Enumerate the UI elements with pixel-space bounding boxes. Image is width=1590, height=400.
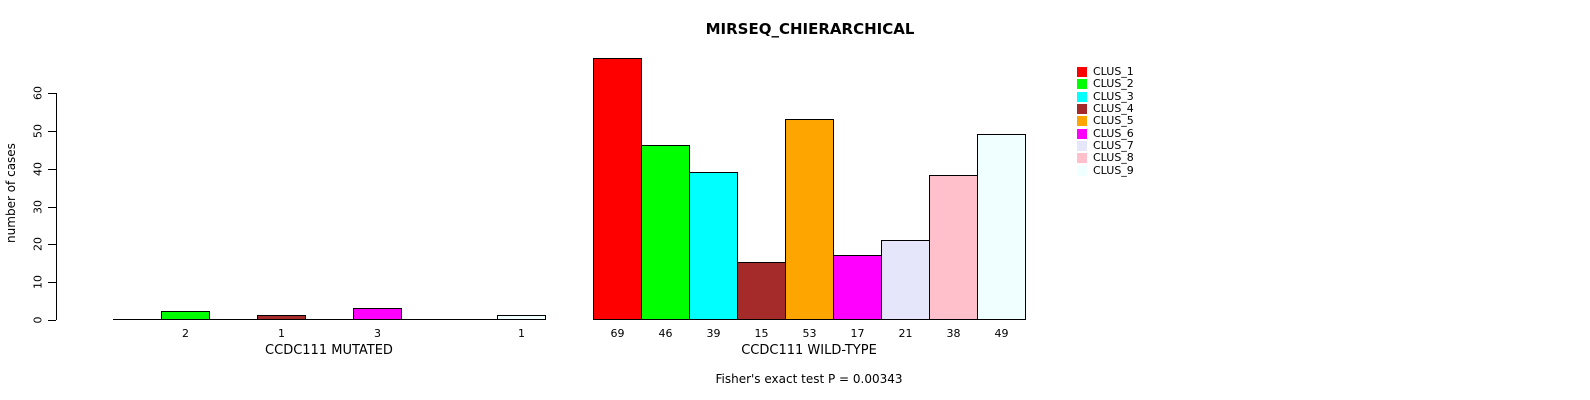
legend-item: CLUS_9 — [1077, 165, 1134, 177]
bar-label: 2 — [182, 327, 189, 340]
bar-label: 49 — [994, 327, 1009, 340]
bar-label: 46 — [658, 327, 673, 340]
legend-swatch-icon — [1077, 116, 1087, 126]
y-tick — [48, 169, 56, 170]
bar-label: 3 — [374, 327, 381, 340]
legend-label: CLUS_6 — [1093, 127, 1134, 140]
legend-item: CLUS_3 — [1077, 91, 1134, 103]
bar — [977, 134, 1026, 320]
chart-title: MIRSEQ_CHIERARCHICAL — [705, 20, 915, 38]
bar — [833, 255, 882, 320]
y-tick-label: 10 — [31, 275, 45, 289]
y-tick-label: 40 — [31, 162, 45, 176]
bar-label: 1 — [518, 327, 525, 340]
legend-swatch-icon — [1077, 104, 1087, 114]
bar-label: 1 — [278, 327, 285, 340]
bar — [737, 262, 786, 320]
bar-label: 69 — [610, 327, 625, 340]
legend-item: CLUS_7 — [1077, 140, 1134, 152]
y-tick — [48, 282, 56, 283]
legend-item: CLUS_1 — [1077, 66, 1134, 78]
legend-swatch-icon — [1077, 129, 1087, 139]
y-tick-label: 30 — [31, 200, 45, 214]
legend-item: CLUS_5 — [1077, 115, 1134, 127]
legend-label: CLUS_3 — [1093, 90, 1134, 103]
bar — [689, 172, 738, 320]
bar — [785, 119, 834, 320]
legend-swatch-icon — [1077, 67, 1087, 77]
bar-label: 21 — [898, 327, 913, 340]
bar — [497, 315, 546, 320]
bar-label: 17 — [850, 327, 865, 340]
y-tick — [48, 320, 56, 321]
y-tick — [48, 131, 56, 132]
legend-swatch-icon — [1077, 141, 1087, 151]
legend-item: CLUS_8 — [1077, 152, 1134, 164]
y-tick-label: 50 — [31, 124, 45, 138]
bar-label: 53 — [802, 327, 817, 340]
group-x-label: CCDC111 WILD-TYPE — [741, 343, 877, 358]
legend-item: CLUS_4 — [1077, 103, 1134, 115]
bar — [593, 58, 642, 320]
legend-label: CLUS_7 — [1093, 139, 1134, 152]
bar — [641, 145, 690, 320]
legend-swatch-icon — [1077, 153, 1087, 163]
legend-label: CLUS_4 — [1093, 102, 1134, 115]
y-axis-line — [56, 93, 57, 320]
bar — [353, 308, 402, 320]
bar-label: 15 — [754, 327, 769, 340]
bar-label: 38 — [946, 327, 961, 340]
legend-item: CLUS_6 — [1077, 128, 1134, 140]
y-tick — [48, 93, 56, 94]
zero-baseline — [113, 319, 546, 320]
bar — [161, 311, 210, 320]
legend-swatch-icon — [1077, 92, 1087, 102]
bar-label: 39 — [706, 327, 721, 340]
legend-label: CLUS_9 — [1093, 164, 1134, 177]
y-tick — [48, 244, 56, 245]
group-x-label: CCDC111 MUTATED — [265, 343, 393, 358]
y-axis-title: number of cases — [4, 143, 18, 243]
legend-label: CLUS_2 — [1093, 77, 1134, 90]
bar — [929, 175, 978, 320]
legend-label: CLUS_5 — [1093, 114, 1134, 127]
y-tick-label: 20 — [31, 237, 45, 251]
y-tick — [48, 207, 56, 208]
legend-label: CLUS_8 — [1093, 151, 1134, 164]
footnote: Fisher's exact test P = 0.00343 — [715, 372, 903, 386]
bar — [257, 315, 306, 320]
legend-item: CLUS_2 — [1077, 78, 1134, 90]
legend-label: CLUS_1 — [1093, 65, 1134, 78]
bar — [881, 240, 930, 320]
y-tick-label: 0 — [31, 316, 45, 324]
y-tick-label: 60 — [31, 86, 45, 100]
legend-swatch-icon — [1077, 166, 1087, 176]
legend-swatch-icon — [1077, 79, 1087, 89]
